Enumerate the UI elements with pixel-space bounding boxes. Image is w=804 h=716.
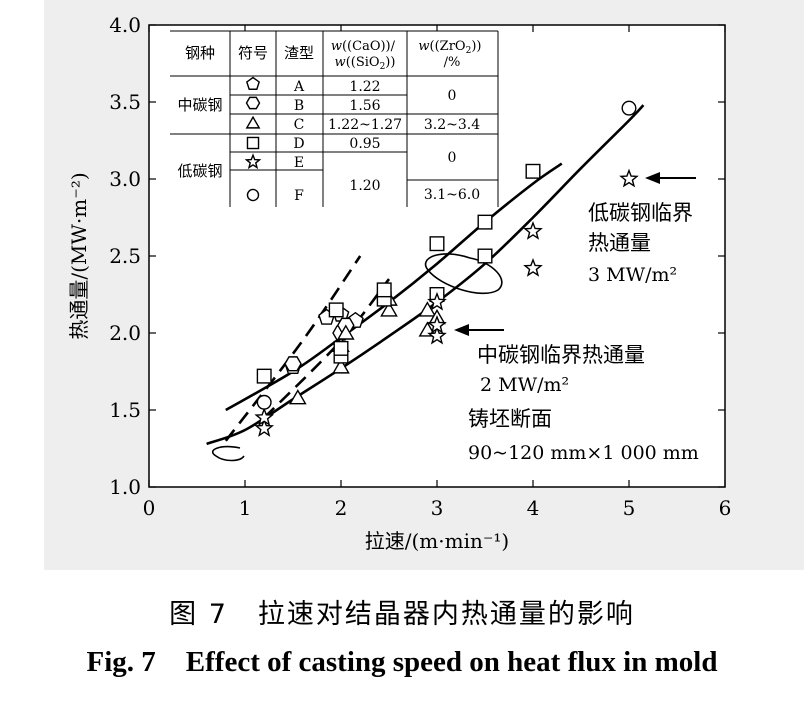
zro2-de: 0 [448, 150, 457, 166]
low-carbon-critical-label: 低碳钢临界 [588, 201, 693, 225]
mid-carbon-critical-label: 中碳钢临界热通量 [477, 343, 645, 367]
point-e-star [427, 291, 447, 311]
arrow-mid-carbon [454, 324, 504, 336]
legend-symbol-hexagon [245, 96, 261, 110]
point-e-star [523, 257, 543, 277]
legend-symbol-triangle [245, 115, 261, 129]
x-axis-label: 拉速/(m·min⁻¹) [365, 529, 509, 553]
point-c-triangle [336, 324, 355, 340]
point-d-square [477, 248, 493, 264]
point-c-triangle [288, 389, 307, 405]
slag-a: A [293, 79, 305, 95]
point-d-square [477, 214, 493, 230]
caption-cn-number: 图 7 [169, 599, 228, 630]
arrow-low-carbon [645, 172, 696, 184]
ratio-a: 1.22 [349, 79, 380, 95]
y-tick-label: 1.0 [109, 475, 141, 499]
table-header-slag: 渣型 [284, 44, 314, 62]
point-e-star [427, 314, 447, 334]
zro2-ab: 0 [448, 88, 457, 104]
table-header-symbol: 符号 [238, 44, 268, 62]
point-f-circle [256, 394, 272, 410]
table-header-zro2: w((ZrO2)) /% [418, 39, 485, 70]
point-d-square [525, 163, 541, 179]
x-tick-label: 0 [143, 496, 156, 520]
point-e-star [254, 418, 275, 437]
axis-ticks: 0 1 2 3 4 5 6 1.0 1.5 2.0 2.5 3.0 3.5 4.0 [109, 13, 731, 520]
y-axis-label: 热通量/(MW·m⁻²) [67, 172, 91, 339]
x-tick-label: 5 [623, 496, 636, 520]
steel-low-carbon: 低碳钢 [177, 162, 222, 180]
caption-english: Fig. 7 Effect of casting speed on heat fl… [0, 646, 804, 679]
zro2-f: 3.1~6.0 [424, 187, 480, 203]
y-tick-label: 2.5 [109, 244, 141, 268]
highlight-ellipse-upper [425, 253, 503, 295]
billet-section-label: 铸坯断面 [468, 407, 552, 431]
low-carbon-heat-flux-label: 热通量 [588, 231, 651, 255]
x-tick-label: 2 [335, 496, 348, 520]
point-d-square [429, 236, 445, 252]
annotations: 低碳钢临界 热通量 中碳钢临界热通量 铸坯断面 3 MW/m² 2 MW/m² … [454, 172, 699, 464]
point-e-star [523, 221, 543, 240]
table-header-steel: 钢种 [185, 44, 215, 62]
x-tick-label: 4 [527, 496, 540, 520]
point-d-square [376, 282, 392, 298]
slag-e: E [294, 155, 304, 171]
heat-flux-chart: 0 1 2 3 4 5 6 1.0 1.5 2.0 2.5 3.0 3.5 4.0 拉速/(m·min⁻¹… [67, 13, 731, 553]
caption-chinese: 图 7 拉速对结晶器内热通量的影响 [0, 592, 804, 631]
point-c-triangle [332, 358, 350, 374]
slag-d: D [293, 136, 304, 152]
legend-symbols [244, 76, 262, 202]
caption-cn-text: 拉速对结晶器内热通量的影响 [257, 599, 635, 630]
legend-symbol-pentagon [245, 76, 261, 90]
chart-panel: 0 1 2 3 4 5 6 1.0 1.5 2.0 2.5 3.0 3.5 4.0 拉速/(m·min⁻¹… [44, 0, 804, 570]
point-b-hexagon [284, 356, 302, 372]
table-header-ratio: w((CaO))/ w((SiO2)) [331, 39, 399, 72]
point-c-triangle [380, 301, 398, 317]
ratio-ef: 1.20 [349, 178, 380, 194]
legend-symbol-square [246, 136, 260, 150]
caption-en-number: Fig. 7 [86, 646, 156, 678]
low-carbon-value: 3 MW/m² [588, 264, 677, 286]
zro2-c: 3.2~3.4 [424, 117, 480, 133]
caption-en-text: Effect of casting speed on heat flux in … [185, 646, 718, 678]
slag-b: B [294, 98, 304, 114]
ratio-c: 1.22~1.27 [328, 117, 402, 133]
point-d-square [333, 340, 349, 356]
point-e-star [427, 325, 447, 345]
highlight-ellipses [211, 253, 503, 462]
y-tick-label: 1.5 [109, 398, 141, 422]
point-f-circle [621, 100, 637, 116]
steel-medium-carbon: 中碳钢 [177, 96, 222, 114]
y-tick-label: 2.0 [109, 321, 141, 345]
point-d-square [256, 368, 272, 384]
x-tick-label: 6 [719, 496, 732, 520]
billet-size: 90~120 mm×1 000 mm [468, 442, 699, 464]
y-tick-label: 3.5 [109, 90, 141, 114]
point-c-triangle [418, 301, 437, 317]
data-points [254, 100, 639, 437]
y-tick-label: 3.0 [109, 167, 141, 191]
point-e-star [619, 168, 639, 188]
mid-carbon-value: 2 MW/m² [480, 374, 569, 396]
legend-symbol-star [244, 153, 262, 170]
ratio-d: 0.95 [349, 136, 380, 152]
highlight-ellipse-lower [211, 445, 245, 462]
slag-c: C [294, 117, 305, 133]
point-d-square [328, 302, 344, 318]
slag-f: F [294, 188, 304, 204]
x-tick-label: 3 [431, 496, 444, 520]
y-tick-label: 4.0 [109, 13, 141, 37]
x-tick-label: 1 [239, 496, 252, 520]
ratio-b: 1.56 [349, 98, 380, 114]
legend-table: 钢种 符号 渣型 中碳钢 低碳钢 w((CaO))/ w((SiO2)) w((… [170, 30, 499, 207]
legend-symbol-circle [246, 188, 260, 202]
point-e-star [254, 407, 275, 427]
curve-dashed-1 [224, 255, 362, 442]
